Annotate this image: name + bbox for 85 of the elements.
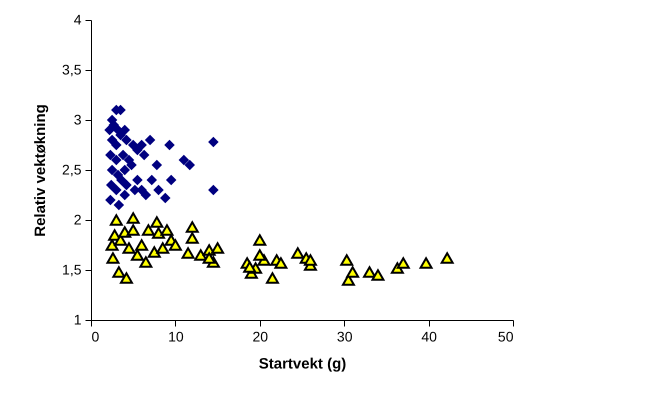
point	[130, 249, 144, 261]
y-tick-label: 3,5	[62, 62, 82, 78]
point	[186, 232, 199, 244]
point	[139, 256, 152, 268]
point	[208, 184, 219, 196]
x-tick-label: 20	[252, 328, 268, 344]
x-tick-label: 10	[168, 328, 184, 344]
point	[211, 242, 224, 254]
point	[440, 252, 454, 264]
point	[114, 200, 124, 210]
point	[266, 272, 279, 284]
point	[106, 239, 119, 251]
point	[120, 190, 130, 200]
point	[182, 247, 195, 259]
point	[110, 214, 123, 226]
point	[121, 180, 132, 190]
point	[111, 140, 122, 150]
point	[184, 160, 195, 170]
point	[144, 134, 156, 146]
point	[136, 140, 147, 150]
point	[118, 150, 128, 160]
point	[168, 239, 182, 251]
point	[120, 124, 130, 136]
point	[112, 266, 126, 278]
point	[291, 247, 304, 259]
point	[106, 134, 118, 146]
x-axis-title: Startvekt (g)	[258, 356, 346, 372]
point	[106, 180, 116, 190]
point	[105, 150, 116, 160]
point	[243, 261, 256, 273]
point	[208, 136, 219, 148]
point	[186, 221, 199, 233]
point	[194, 249, 208, 261]
y-tick-label: 3	[74, 112, 82, 128]
point	[363, 266, 376, 278]
point	[164, 140, 175, 150]
point	[148, 246, 161, 258]
x-tick-label: 30	[336, 328, 353, 344]
point	[153, 184, 164, 196]
point	[178, 154, 190, 166]
y-tick-label: 2,5	[62, 162, 82, 178]
point	[150, 216, 164, 228]
y-axis-title: Relativ vektøkning	[32, 104, 50, 237]
point	[135, 239, 148, 251]
point	[253, 249, 266, 261]
point	[126, 160, 137, 170]
point	[340, 254, 354, 266]
y-tick-label: 4	[74, 12, 82, 28]
y-tick-label: 1	[74, 312, 82, 328]
point	[253, 234, 266, 246]
point	[160, 224, 174, 236]
point	[146, 174, 158, 186]
point	[156, 242, 170, 254]
point	[116, 174, 127, 186]
point	[371, 269, 384, 281]
y-tick-label: 1,5	[62, 262, 82, 278]
point	[120, 272, 133, 284]
point	[152, 227, 165, 239]
y-tick-label: 2	[74, 212, 82, 228]
point	[142, 224, 155, 236]
point	[126, 224, 140, 236]
point	[111, 154, 122, 166]
point	[121, 134, 132, 146]
point	[140, 190, 152, 200]
point	[152, 160, 162, 170]
point	[274, 257, 288, 269]
point	[106, 164, 118, 176]
point	[106, 252, 120, 264]
point	[420, 257, 433, 269]
point	[166, 174, 176, 186]
point	[304, 254, 317, 266]
point	[120, 164, 130, 176]
point	[160, 192, 171, 204]
point	[138, 150, 150, 160]
point	[202, 252, 216, 264]
point	[132, 174, 143, 186]
point	[126, 212, 140, 224]
x-tick-label: 40	[421, 328, 438, 344]
x-tick-label: 50	[498, 328, 514, 344]
point	[396, 257, 410, 269]
x-tick-label: 0	[92, 328, 100, 344]
point	[346, 266, 360, 278]
point	[111, 184, 122, 196]
point	[122, 242, 136, 254]
point	[105, 194, 116, 206]
